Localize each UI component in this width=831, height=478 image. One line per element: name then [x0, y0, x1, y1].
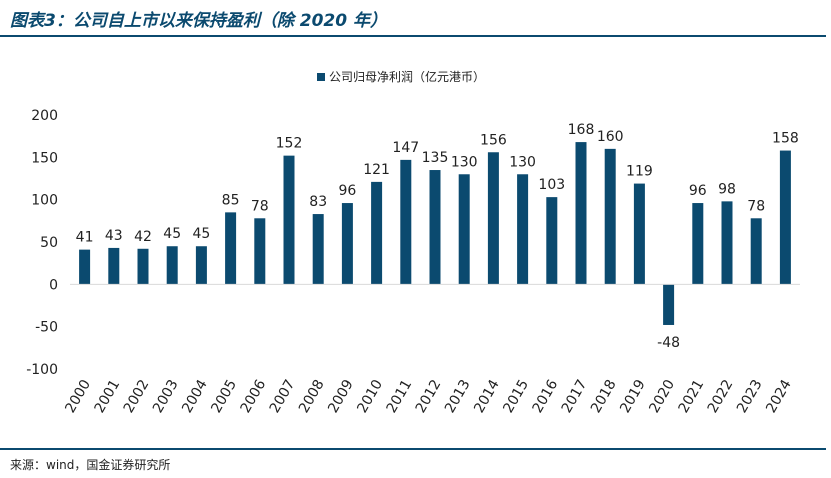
bar-2009 — [341, 203, 353, 285]
y-tick-label: -100 — [26, 362, 58, 378]
bar-2012 — [429, 170, 441, 285]
x-tick-label: 2001 — [92, 377, 124, 416]
x-tick-label: 2005 — [208, 377, 240, 416]
x-tick-label: 2015 — [500, 377, 532, 416]
bar-2007 — [283, 155, 295, 285]
legend-label: 公司归母净利润（亿元港币） — [329, 69, 485, 84]
x-tick-label: 2004 — [179, 377, 211, 416]
data-label-2001: 43 — [105, 228, 123, 244]
x-tick-label: 2024 — [763, 377, 795, 416]
data-label-2013: 130 — [451, 154, 478, 170]
bar-2011 — [400, 159, 412, 285]
title-divider — [0, 35, 826, 37]
data-label-2004: 45 — [192, 226, 210, 242]
data-label-2002: 42 — [134, 229, 152, 245]
y-tick-label: -50 — [35, 320, 58, 336]
data-label-2022: 98 — [718, 181, 736, 197]
y-tick-label: 0 — [49, 277, 58, 293]
x-tick-label: 2002 — [121, 377, 153, 416]
bar-2017 — [575, 142, 587, 285]
bar-2013 — [458, 174, 470, 285]
bar-2018 — [604, 148, 616, 285]
x-tick-label: 2010 — [354, 377, 386, 416]
x-tick-label: 2021 — [676, 377, 708, 416]
bar-chart: 公司归母净利润（亿元港币） -100 -50 0 50 100 150 200 41 43 42… — [26, 69, 800, 416]
bar-2006 — [254, 218, 266, 285]
x-tick-label: 2000 — [62, 377, 94, 416]
data-label-2000: 41 — [76, 230, 94, 246]
bar-2010 — [371, 181, 383, 285]
y-tick-label: 100 — [31, 193, 58, 209]
bar-2005 — [225, 212, 237, 285]
x-tick-label: 2003 — [150, 377, 182, 416]
data-label-2015: 130 — [509, 154, 536, 170]
data-label-2024: 158 — [772, 131, 799, 147]
x-tick-label: 2007 — [267, 377, 299, 416]
bar-2019 — [633, 183, 645, 285]
data-label-2007: 152 — [276, 136, 303, 152]
x-tick-label: 2013 — [442, 377, 474, 416]
bar-2000 — [79, 249, 91, 285]
data-label-2019: 119 — [626, 164, 653, 180]
x-tick-label: 2009 — [325, 377, 357, 416]
bar-2024 — [779, 150, 791, 285]
x-tick-label: 2023 — [734, 377, 766, 416]
bar-2002 — [137, 248, 149, 285]
x-tick-label: 2014 — [471, 377, 503, 416]
data-label-2006: 78 — [251, 198, 269, 214]
bar-2021 — [692, 203, 704, 285]
y-axis: -100 -50 0 50 100 150 200 — [26, 108, 58, 378]
x-axis: 2000200120022003200420052006200720082009… — [62, 283, 800, 416]
data-label-2010: 121 — [363, 162, 390, 178]
data-label-2023: 78 — [747, 198, 765, 214]
bar-2023 — [750, 218, 762, 285]
x-tick-label: 2019 — [617, 377, 649, 416]
x-tick-label: 2008 — [296, 377, 328, 416]
data-label-2014: 156 — [480, 132, 507, 148]
bar-2001 — [108, 247, 120, 285]
data-label-2005: 85 — [222, 192, 240, 208]
data-label-2003: 45 — [163, 226, 181, 242]
bar-2016 — [546, 197, 558, 285]
bar-2014 — [487, 152, 499, 285]
data-label-2008: 83 — [309, 194, 327, 210]
legend-swatch — [317, 73, 325, 81]
chart-title: 图表3：公司自上市以来保持盈利（除 2020 年） — [10, 11, 387, 31]
bar-2003 — [166, 246, 178, 285]
data-label-2011: 147 — [392, 140, 419, 156]
x-tick-label: 2016 — [530, 377, 562, 416]
bar-2004 — [195, 246, 207, 285]
y-tick-label: 200 — [31, 108, 58, 124]
data-label-2009: 96 — [338, 183, 356, 199]
source-note: 来源：wind，国金证券研究所 — [10, 458, 171, 472]
data-label-2017: 168 — [568, 122, 595, 138]
data-label-2012: 135 — [422, 150, 449, 166]
data-label-2020: -48 — [657, 335, 680, 351]
data-label-2021: 96 — [689, 183, 707, 199]
source-divider — [0, 448, 826, 450]
x-tick-label: 2022 — [705, 377, 737, 416]
bar-2008 — [312, 214, 324, 285]
y-tick-label: 50 — [40, 235, 58, 251]
legend: 公司归母净利润（亿元港币） — [317, 69, 485, 84]
data-label-2016: 103 — [538, 177, 565, 193]
data-label-2018: 160 — [597, 129, 624, 145]
x-tick-label: 2020 — [646, 377, 678, 416]
bar-2015 — [517, 174, 529, 285]
x-tick-label: 2012 — [413, 377, 445, 416]
x-tick-label: 2018 — [588, 377, 620, 416]
x-tick-label: 2011 — [384, 377, 416, 416]
y-tick-label: 150 — [31, 150, 58, 166]
bars — [79, 142, 791, 325]
x-tick-label: 2017 — [559, 377, 591, 416]
bar-2020 — [663, 284, 675, 325]
bar-2022 — [721, 201, 733, 285]
x-tick-label: 2006 — [238, 377, 270, 416]
